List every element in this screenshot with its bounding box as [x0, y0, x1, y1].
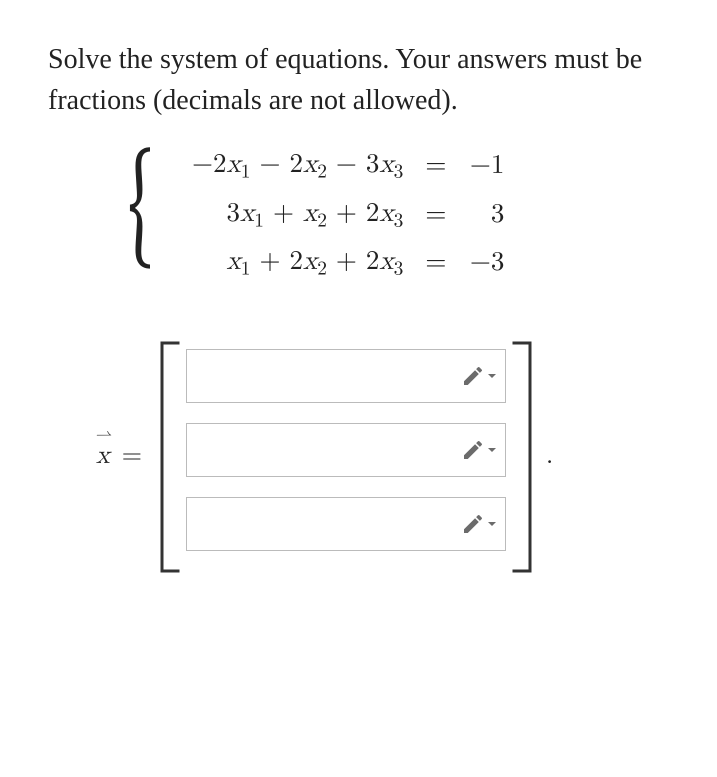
- eq1-lhs: −2x1 − 2x2 − 3x3: [192, 149, 403, 183]
- pencil-dropdown-icon: [461, 364, 497, 388]
- eq1-rhs: −1: [468, 150, 504, 182]
- pencil-dropdown-icon: [461, 438, 497, 462]
- x3-input[interactable]: [186, 497, 506, 551]
- eq3-eq: =: [425, 247, 446, 279]
- eq1-eq: =: [425, 150, 446, 182]
- x-vector-label: ⇀ x: [96, 441, 110, 472]
- eq2-eq: =: [425, 199, 446, 231]
- system-of-equations: { −2x1 − 2x2 − 3x3 = −1 3x1 + x2 + 2x3 =…: [128, 149, 669, 280]
- eq2-rhs: 3: [468, 199, 504, 231]
- left-bracket: [158, 341, 180, 573]
- right-bracket: [512, 341, 534, 573]
- left-brace: {: [128, 144, 163, 274]
- answer-matrix: [158, 341, 534, 573]
- x2-input[interactable]: [186, 423, 506, 477]
- answer-block: ⇀ x =: [96, 341, 669, 573]
- equals-symbol: =: [122, 441, 142, 472]
- eq2-lhs: 3x1 + x2 + 2x3: [192, 198, 403, 232]
- x1-input[interactable]: [186, 349, 506, 403]
- vector-arrow-icon: ⇀: [96, 426, 112, 445]
- trailing-period: .: [546, 441, 553, 472]
- eq3-rhs: −3: [468, 247, 504, 279]
- pencil-dropdown-icon: [461, 512, 497, 536]
- question-text: Solve the system of equations. Your answ…: [48, 40, 669, 121]
- answer-inputs: [180, 341, 512, 573]
- equations-grid: −2x1 − 2x2 − 3x3 = −1 3x1 + x2 + 2x3 = 3…: [192, 149, 504, 280]
- eq3-lhs: x1 + 2x2 + 2x3: [192, 246, 403, 280]
